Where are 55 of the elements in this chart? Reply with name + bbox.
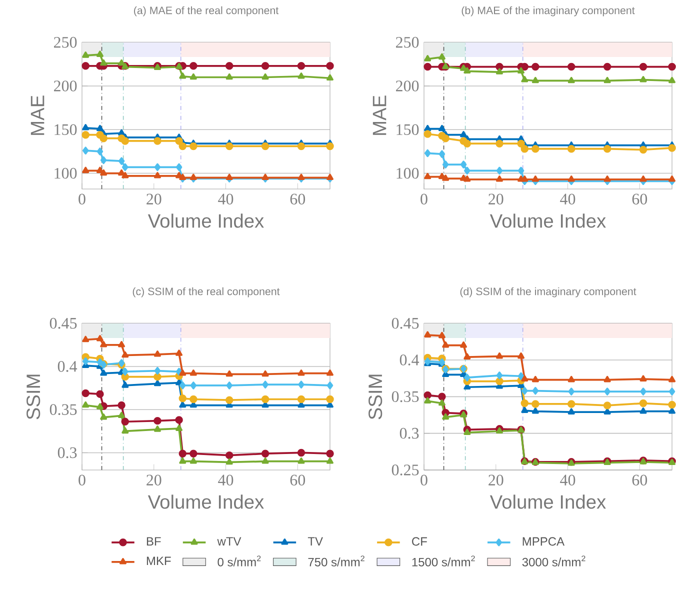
y-tick-label: 150 [396,124,419,136]
legend-label: BF [146,537,161,546]
x-tick-label: 40 [218,474,234,486]
chart-title: (b) MAE of the imaginary component [462,6,635,16]
x-tick-label: 20 [488,194,504,204]
legend-label: MPPCA [522,537,565,546]
chart-title: (d) SSIM of the imaginary component [460,287,636,298]
legend-label: 3000 s/mm$^{2}$ [522,556,586,566]
y-tick-label: 0.4 [58,361,78,372]
legend-label: 750 s/mm$^{2}$ [308,556,364,566]
x-axis-title: Volume Index [490,494,606,509]
y-tick-label: 100 [396,168,419,179]
legend-label: MKF [146,556,171,566]
y-tick-label: 0.25 [392,464,419,476]
legend-label: TV [308,537,323,546]
y-tick-label: 0.45 [50,318,77,329]
y-tick-label: 0.35 [50,404,77,416]
y-tick-label: 150 [54,124,77,136]
y-tick-label: 250 [396,36,419,48]
x-tick-label: 0 [420,474,428,486]
x-tick-label: 60 [632,474,648,486]
x-tick-label: 0 [420,194,428,204]
x-tick-label: 60 [632,194,648,204]
y-tick-label: 0.45 [392,318,419,329]
x-tick-label: 40 [560,194,576,204]
x-axis-title: Volume Index [148,494,264,509]
x-tick-label: 60 [290,194,306,204]
y-axis-title: SSIM [368,374,382,420]
legend-label: wTV [217,537,242,546]
x-tick-label: 40 [218,194,234,204]
y-tick-label: 100 [54,168,77,179]
chart-title: (c) SSIM of the real component [132,287,280,298]
legend-label: 1500 s/mm$^{2}$ [412,556,475,566]
x-axis-title: Volume Index [490,214,606,228]
y-axis-title: MAE [30,96,44,135]
x-tick-label: 0 [78,194,86,204]
x-tick-label: 0 [78,474,86,486]
x-tick-label: 20 [146,194,162,204]
x-axis-title: Volume Index [148,214,264,228]
y-axis-title: SSIM [26,374,40,420]
x-tick-label: 60 [290,474,306,486]
y-tick-label: 250 [54,36,77,48]
legend-label: CF [412,537,427,546]
x-tick-label: 20 [146,474,162,486]
legend-label: 0 s/mm$^{2}$ [218,556,261,566]
y-tick-label: 200 [396,80,419,92]
y-tick-label: 0.35 [392,391,419,402]
y-axis-title: MAE [372,96,386,135]
x-tick-label: 40 [560,474,576,486]
y-tick-label: 200 [54,80,77,92]
y-tick-label: 0.3 [58,447,77,458]
y-tick-label: 0.3 [400,428,419,439]
chart-title: (a) MAE of the real component [134,6,279,16]
y-tick-label: 0.4 [400,354,420,366]
x-tick-label: 20 [488,474,504,486]
